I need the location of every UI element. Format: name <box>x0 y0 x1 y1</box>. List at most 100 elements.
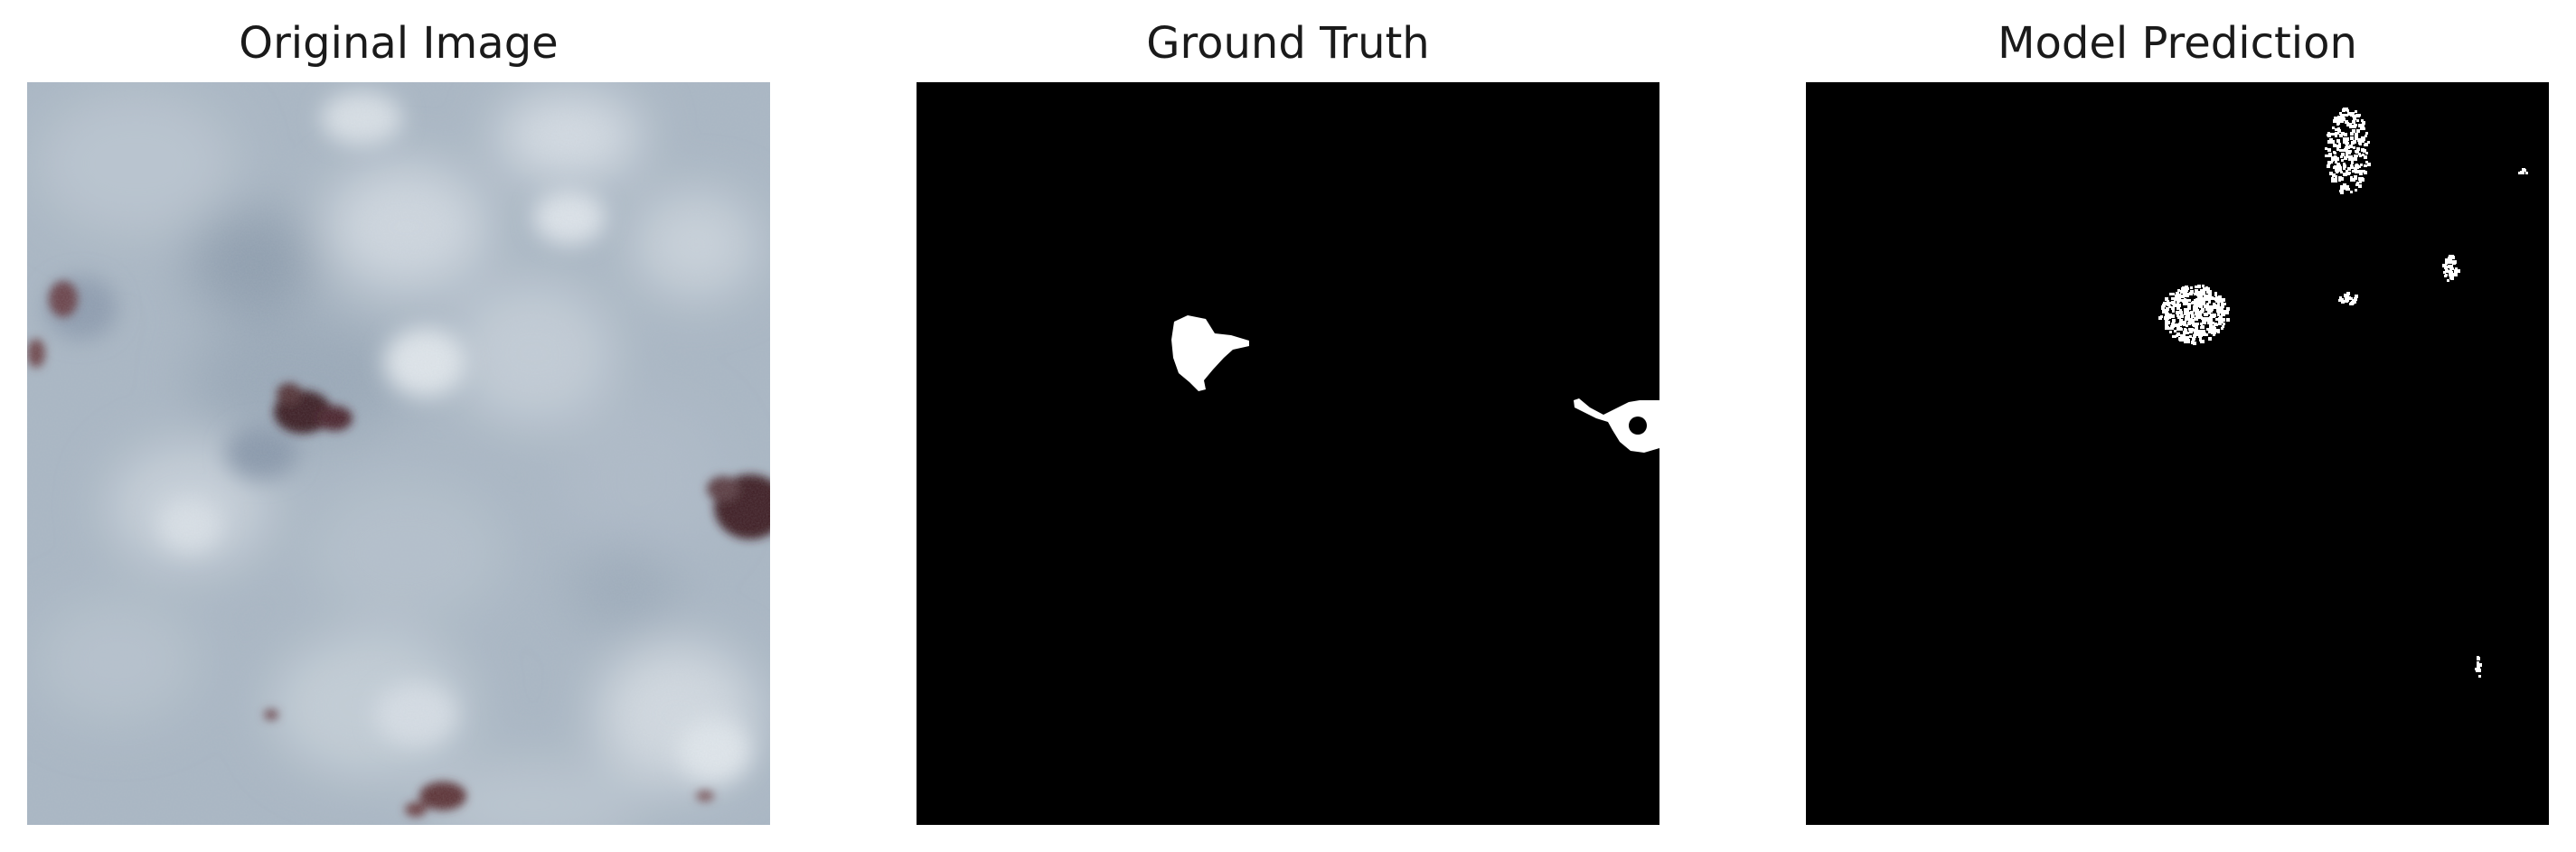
prediction-pixel <box>2448 265 2451 268</box>
prediction-pixel <box>2348 123 2352 126</box>
prediction-pixel <box>2195 286 2197 288</box>
prediction-pixel <box>2450 273 2453 276</box>
prediction-pixel <box>2365 152 2368 154</box>
prediction-pixel <box>2190 311 2194 314</box>
prediction-pixel <box>2356 182 2359 184</box>
prediction-pixel <box>2340 191 2344 194</box>
prediction-pixel <box>2175 304 2177 307</box>
prediction-pixel <box>2340 298 2344 302</box>
prediction-pixel <box>2343 108 2346 111</box>
prediction-pixel <box>2200 289 2203 292</box>
prediction-pixel <box>2443 271 2446 274</box>
prediction-pixel <box>2198 335 2201 338</box>
prediction-pixel <box>2200 340 2204 343</box>
prediction-pixel <box>2343 163 2346 165</box>
prediction-pixel <box>2325 147 2327 150</box>
prediction-pixel <box>2205 308 2208 311</box>
prediction-pixel <box>2340 171 2343 173</box>
prediction-cluster-small <box>2338 292 2358 305</box>
prediction-pixel <box>2217 303 2220 305</box>
prediction-pixel <box>2337 129 2341 133</box>
prediction-pixel <box>2207 311 2211 314</box>
prediction-pixel <box>2194 293 2196 295</box>
prediction-pixel <box>2167 303 2170 306</box>
prediction-pixel <box>2214 298 2217 301</box>
prediction-pixel <box>2347 296 2351 300</box>
prediction-pixel <box>2167 317 2169 320</box>
prediction-pixel <box>2325 154 2327 157</box>
prediction-pixel <box>2204 297 2207 301</box>
prediction-pixel <box>2337 145 2341 148</box>
prediction-pixel <box>2350 132 2354 136</box>
prediction-pixel <box>2214 294 2217 296</box>
prediction-pixel <box>2171 306 2175 310</box>
prediction-pixel <box>2169 293 2172 295</box>
prediction-pixel <box>2178 323 2182 326</box>
prediction-pixel <box>2346 292 2350 295</box>
prediction-pixel <box>2346 137 2348 140</box>
prediction-pixel <box>2210 310 2213 313</box>
prediction-pixel <box>2174 323 2176 326</box>
prediction-pixel <box>2477 656 2479 659</box>
prediction-pixel <box>2329 172 2333 175</box>
prediction-pixel <box>2330 133 2333 136</box>
prediction-pixel <box>2338 143 2341 145</box>
prediction-pixel <box>2208 290 2212 294</box>
prediction-pixel <box>2183 323 2186 326</box>
prediction-pixel <box>2364 149 2366 152</box>
prediction-pixel <box>2335 132 2337 135</box>
prediction-pixel <box>2519 172 2522 174</box>
prediction-pixel <box>2209 330 2213 333</box>
prediction-pixel <box>2226 307 2230 311</box>
prediction-pixel <box>2189 292 2193 295</box>
prediction-pixel <box>2335 175 2337 178</box>
prediction-pixel <box>2196 330 2200 333</box>
prediction-pixel <box>2358 184 2362 188</box>
prediction-pixel <box>2202 291 2205 294</box>
prediction-pixel <box>2362 121 2365 125</box>
prediction-pixel <box>2213 304 2215 306</box>
prediction-pixel <box>2192 319 2195 322</box>
prediction-pixel <box>2455 267 2458 270</box>
prediction-pixel <box>2181 299 2184 302</box>
prediction-pixel <box>2189 335 2192 338</box>
ground-truth-panel: Ground Truth <box>917 0 1659 852</box>
prediction-pixel <box>2344 133 2347 136</box>
prediction-pixel <box>2355 189 2357 192</box>
prediction-pixel <box>2332 126 2335 129</box>
prediction-cluster-edge <box>2518 168 2528 174</box>
prediction-pixel <box>2193 342 2196 345</box>
prediction-pixel <box>2203 330 2205 332</box>
prediction-pixel <box>2327 148 2331 152</box>
prediction-pixel <box>2185 286 2188 289</box>
model-prediction-panel: Model Prediction <box>1806 0 2549 852</box>
prediction-pixel <box>2225 311 2229 314</box>
prediction-pixel <box>2360 177 2363 180</box>
prediction-pixel <box>2341 153 2345 156</box>
prediction-pixel <box>2355 133 2357 136</box>
prediction-pixel <box>2357 138 2361 142</box>
prediction-pixel <box>2340 120 2343 123</box>
original-image-panel: Original Image <box>27 0 770 852</box>
prediction-pixel <box>2346 155 2349 158</box>
prediction-pixel <box>2179 309 2182 312</box>
prediction-pixel <box>2199 311 2202 314</box>
prediction-pixel <box>2162 304 2166 307</box>
prediction-pixel <box>2186 318 2189 321</box>
prediction-pixel <box>2181 287 2184 290</box>
model-prediction-mask <box>1806 82 2549 825</box>
prediction-pixel <box>2345 147 2348 151</box>
prediction-pixel <box>2192 321 2195 323</box>
prediction-pixel <box>2204 304 2207 308</box>
prediction-pixel <box>2180 290 2184 294</box>
prediction-pixel <box>2195 311 2198 314</box>
prediction-pixel <box>2364 155 2367 159</box>
prediction-pixel <box>2177 304 2181 307</box>
prediction-pixel <box>2184 328 2186 331</box>
prediction-pixel <box>2478 663 2482 667</box>
prediction-pixel <box>2211 305 2214 308</box>
prediction-pixel <box>2195 325 2198 329</box>
prediction-pixel <box>2352 157 2355 161</box>
prediction-pixel <box>2341 159 2344 162</box>
prediction-pixel <box>2190 328 2194 332</box>
